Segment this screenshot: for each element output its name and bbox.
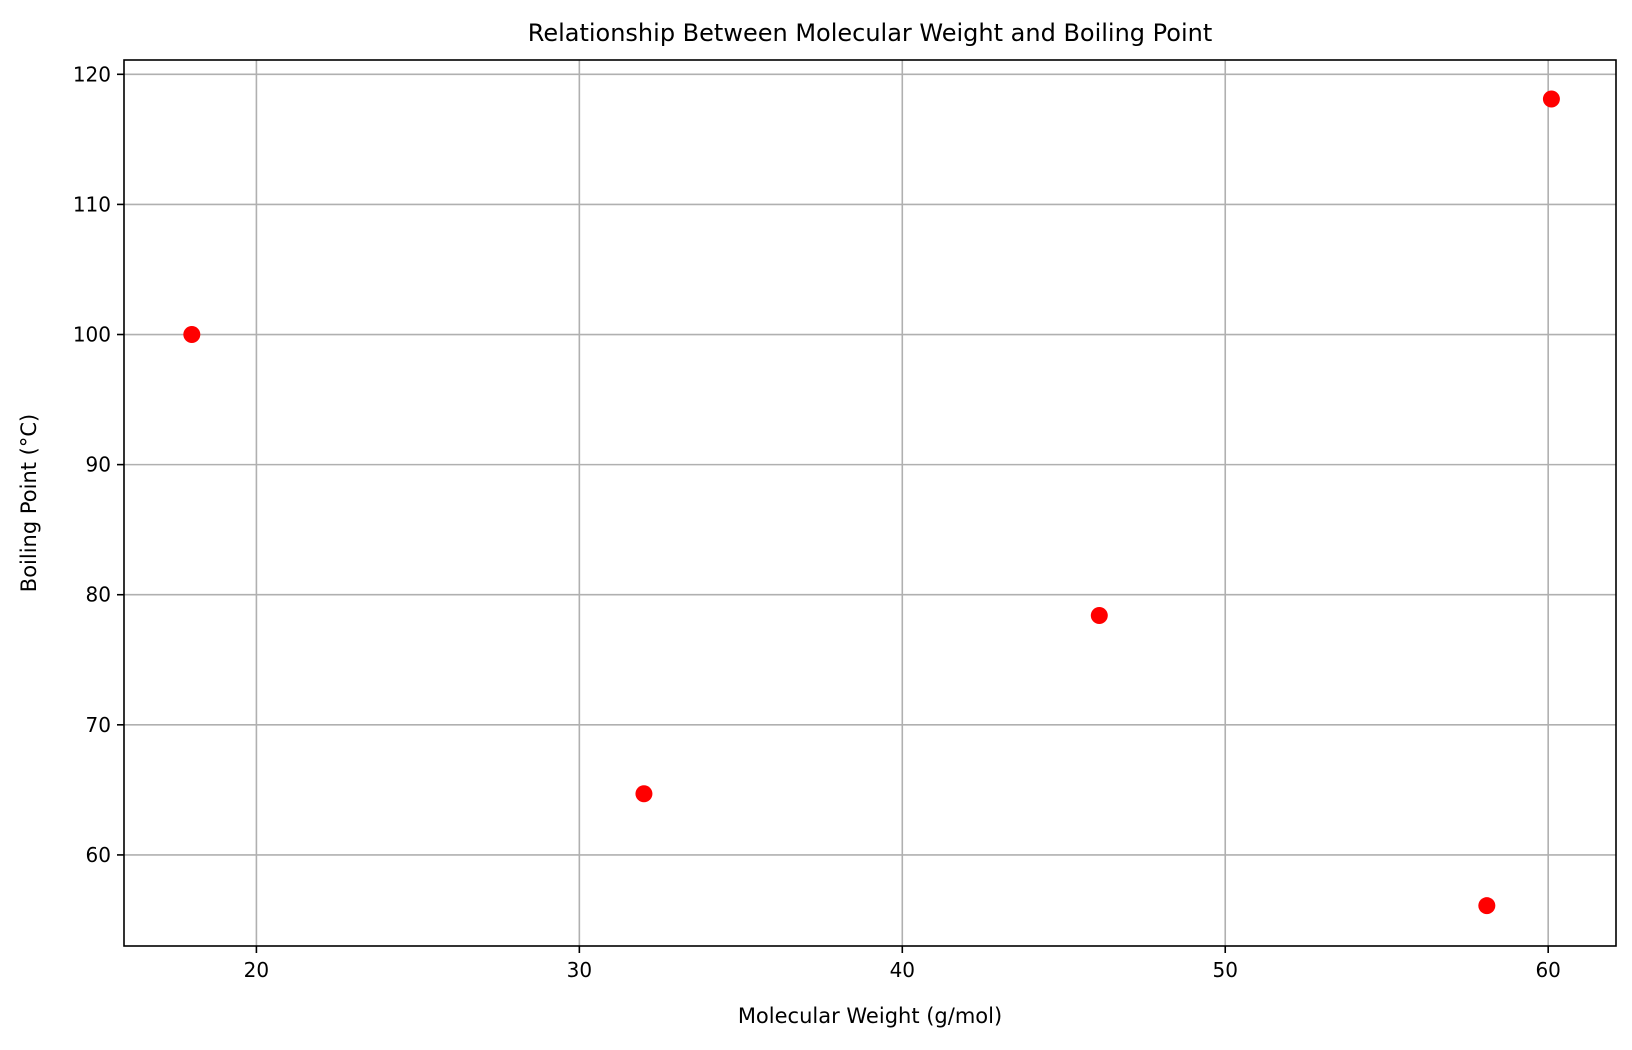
ticks-layer: 20 30 40 50 60 60 70 80 90 100 110 120 [73, 62, 1561, 982]
chart-title: Relationship Between Molecular Weight an… [528, 19, 1213, 47]
x-tick-label: 60 [1535, 958, 1560, 982]
x-tick-label: 50 [1213, 958, 1238, 982]
x-tick-label: 30 [567, 958, 592, 982]
y-tick-label: 100 [73, 323, 111, 347]
x-axis-label: Molecular Weight (g/mol) [738, 1004, 1002, 1028]
y-tick-label: 90 [86, 453, 111, 477]
data-point [1090, 607, 1108, 625]
grid-layer [124, 60, 1616, 946]
y-tick-label: 70 [86, 713, 111, 737]
plot-frame [123, 59, 1617, 947]
data-point [1542, 90, 1560, 108]
x-tick-label: 40 [890, 958, 915, 982]
data-point [635, 785, 653, 803]
y-axis-label: Boiling Point (°C) [17, 414, 41, 592]
y-tick-label: 110 [73, 192, 111, 216]
data-point [183, 326, 201, 344]
y-tick-label: 60 [86, 843, 111, 867]
y-tick-label: 120 [73, 62, 111, 86]
points-layer [183, 90, 1560, 915]
x-tick-label: 20 [244, 958, 269, 982]
data-point [1478, 897, 1496, 915]
y-tick-label: 80 [86, 583, 111, 607]
